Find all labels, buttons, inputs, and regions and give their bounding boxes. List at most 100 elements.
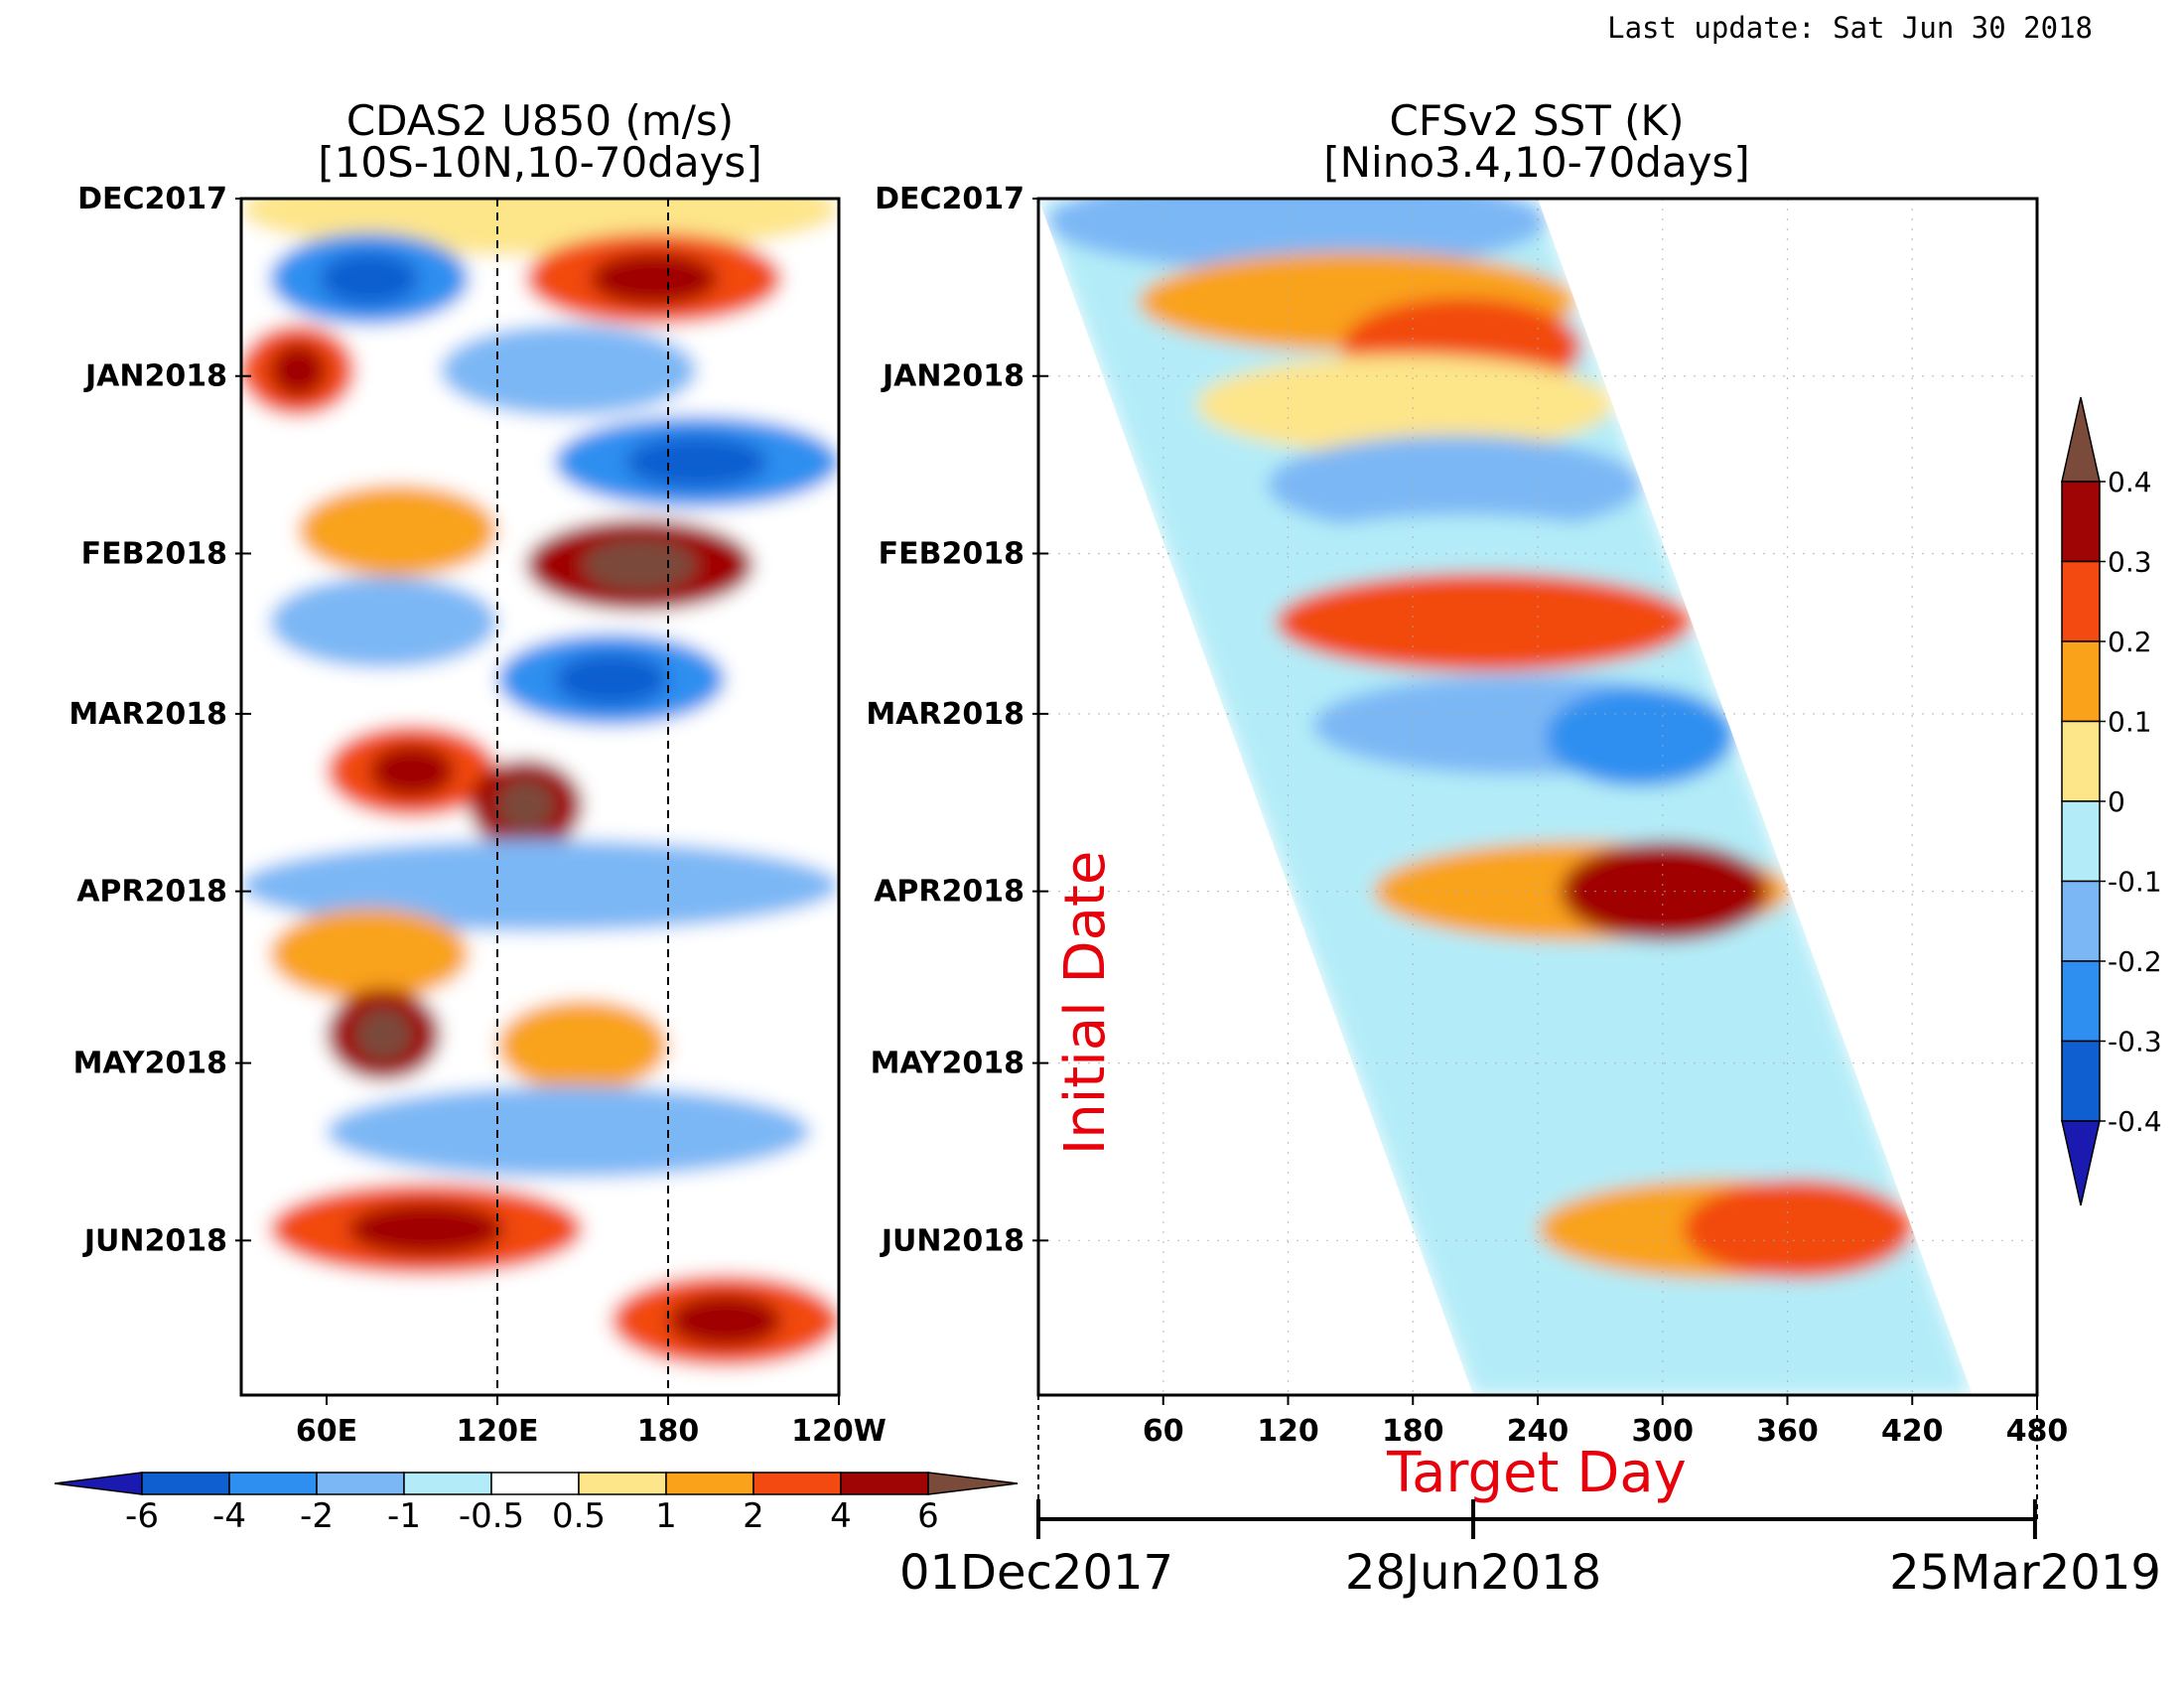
right-forecast-region xyxy=(1038,199,1974,1395)
right-mask-left xyxy=(1038,199,1474,1395)
right-band-14 xyxy=(1578,1293,1955,1394)
left-colorbar-label-0: -6 xyxy=(125,1496,159,1536)
right-colorbar-bin-1 xyxy=(2061,481,2101,563)
left-colorbar-bin-9 xyxy=(840,1472,929,1495)
left-x-tick-label-1: 120E xyxy=(456,1414,538,1449)
left-band-core-3 xyxy=(269,344,328,397)
left-x-tick-label-0: 60E xyxy=(296,1414,357,1449)
left-x-tick-label-3: 120W xyxy=(791,1414,887,1449)
left-colorbar-min-triangle xyxy=(54,1472,143,1495)
left-band-core-12 xyxy=(497,778,555,833)
right-x-tick-label-6: 420 xyxy=(1881,1414,1944,1449)
left-colorbar-bin-4 xyxy=(403,1472,492,1495)
right-y-tick-label-0: DEC2017 xyxy=(875,182,1024,216)
right-colorbar-label-2: 0.2 xyxy=(2108,626,2152,658)
right-band-11 xyxy=(1470,996,1846,1096)
left-colorbar-label-7: 2 xyxy=(743,1496,764,1536)
right-colorbar-label-5: -0.1 xyxy=(2108,866,2162,899)
right-y-tick-label-1: JAN2018 xyxy=(881,359,1024,394)
left-y-tick-label-6: JUN2018 xyxy=(82,1223,227,1258)
right-x-tick-label-1: 120 xyxy=(1257,1414,1319,1449)
left-y-tick-label-0: DEC2017 xyxy=(77,182,227,216)
right-y-tick-label-3: MAR2018 xyxy=(866,697,1024,732)
left-colorbar-label-6: 1 xyxy=(655,1496,677,1536)
right-colorbar-label-0: 0.4 xyxy=(2108,466,2152,498)
right-colorbar-label-8: -0.4 xyxy=(2108,1105,2162,1138)
last-update: Last update: Sat Jun 30 2018 xyxy=(1607,11,2093,45)
left-colorbar-bin-3 xyxy=(316,1472,405,1495)
right-colorbar-bin-3 xyxy=(2061,640,2101,723)
right-band-3 xyxy=(1196,354,1613,455)
target-day-label: Target Day xyxy=(1386,1441,1687,1505)
left-chart-title: CDAS2 U850 (m/s) xyxy=(346,96,734,145)
left-band-core-15 xyxy=(354,1007,413,1061)
left-band-13 xyxy=(241,839,839,932)
left-colorbar-bin-6 xyxy=(578,1472,667,1495)
left-band-16 xyxy=(497,999,668,1092)
right-band-4 xyxy=(1267,435,1642,535)
date-axis-label-1: 28Jun2018 xyxy=(1345,1545,1601,1601)
left-band-14 xyxy=(269,908,470,1001)
right-x-tick-label-2: 180 xyxy=(1382,1414,1444,1449)
left-colorbar-bin-1 xyxy=(141,1472,230,1495)
left-plot-frame xyxy=(239,197,841,1397)
right-band-13 xyxy=(1683,1179,1913,1279)
left-band-core-2 xyxy=(590,251,719,306)
right-colorbar-bin-5 xyxy=(2061,800,2101,883)
date-axis-label-0: 01Dec2017 xyxy=(899,1545,1173,1601)
right-chart-title: CFSv2 SST (K) xyxy=(1390,96,1685,145)
left-colorbar-bin-2 xyxy=(228,1472,318,1495)
right-band-0 xyxy=(1046,199,1547,272)
left-colorbar-bin-8 xyxy=(752,1472,842,1495)
right-colorbar-label-3: 0.1 xyxy=(2108,706,2152,739)
left-band-core-1 xyxy=(319,251,420,306)
right-chart-subtitle: [Nino3.4,10-70days] xyxy=(1323,138,1750,187)
right-colorbar-min-triangle xyxy=(2061,1120,2101,1206)
right-heatmap xyxy=(1038,199,2037,1395)
right-colorbar-bin-4 xyxy=(2061,720,2101,802)
left-band-core-18 xyxy=(347,1201,505,1256)
right-colorbar-label-7: -0.3 xyxy=(2108,1026,2162,1058)
right-x-tick-label-3: 240 xyxy=(1507,1414,1570,1449)
left-colorbar-label-9: 6 xyxy=(917,1496,939,1536)
right-colorbar-bin-2 xyxy=(2061,560,2101,642)
left-band-core-10 xyxy=(554,652,669,707)
left-colorbar-label-4: -0.5 xyxy=(459,1496,524,1536)
left-colorbar-bin-7 xyxy=(665,1472,754,1495)
left-band-17 xyxy=(327,1085,811,1179)
right-y-tick-label-6: JUN2018 xyxy=(880,1223,1024,1258)
right-x-tick-label-4: 300 xyxy=(1631,1414,1694,1449)
left-y-tick-label-3: MAR2018 xyxy=(68,697,227,732)
left-band-4 xyxy=(440,324,697,417)
right-band-8 xyxy=(1546,686,1734,787)
left-band-5 xyxy=(241,415,412,508)
right-band-6 xyxy=(1275,572,1693,672)
left-chart: CDAS2 U850 (m/s) [10S-10N,10-70days] DEC… xyxy=(54,96,1019,1536)
left-heatmap xyxy=(241,199,839,1395)
date-axis-label-2: 25Mar2019 xyxy=(1889,1545,2161,1601)
right-y-tick-label-2: FEB2018 xyxy=(879,536,1024,571)
left-y-tick-label-4: APR2018 xyxy=(76,875,227,910)
right-colorbar-label-4: 0 xyxy=(2108,785,2125,818)
left-band-9 xyxy=(269,576,497,669)
left-y-tick-label-5: MAY2018 xyxy=(73,1047,227,1081)
right-colorbar-bin-6 xyxy=(2061,880,2101,962)
left-band-core-11 xyxy=(369,744,455,798)
right-y-tick-label-5: MAY2018 xyxy=(871,1047,1024,1081)
left-colorbar-label-3: -1 xyxy=(387,1496,421,1536)
right-colorbar-label-1: 0.3 xyxy=(2108,546,2152,579)
left-band-7 xyxy=(298,485,497,577)
right-y-tick-label-4: APR2018 xyxy=(874,875,1024,910)
left-chart-subtitle: [10S-10N,10-70days] xyxy=(318,138,761,187)
left-colorbar-label-1: -4 xyxy=(212,1496,246,1536)
right-chart: CFSv2 SST (K) [Nino3.4,10-70days] DEC201… xyxy=(866,96,2161,1601)
left-colorbar-label-8: 4 xyxy=(830,1496,852,1536)
left-colorbar-max-triangle xyxy=(927,1472,1019,1495)
left-x-tick-label-2: 180 xyxy=(637,1414,700,1449)
right-colorbar-label-6: -0.2 xyxy=(2108,945,2162,978)
left-colorbar-label-2: -2 xyxy=(300,1496,334,1536)
right-x-tick-label-5: 360 xyxy=(1756,1414,1819,1449)
left-colorbar-bin-5 xyxy=(490,1472,580,1495)
left-band-core-19 xyxy=(668,1294,782,1347)
